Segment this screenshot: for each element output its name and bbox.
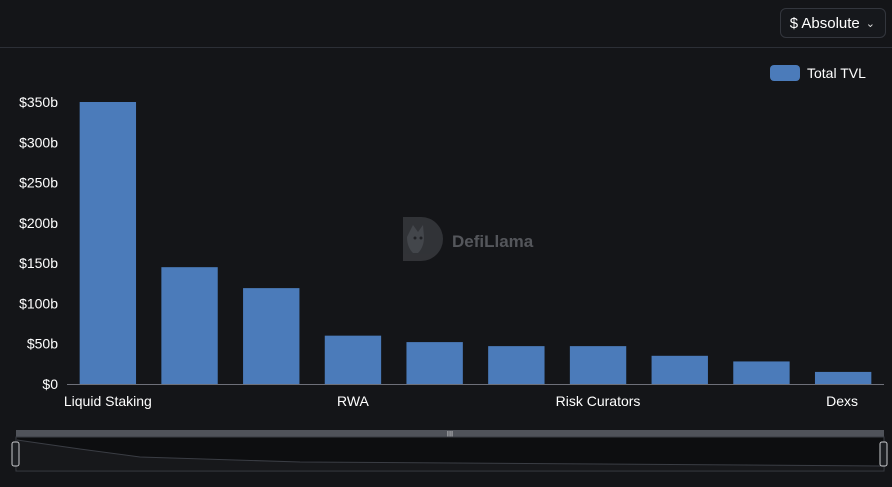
zoom-slider-preview — [17, 440, 883, 470]
y-tick-label: $250b — [19, 175, 58, 191]
zoom-slider-grip-icon: ||| — [447, 430, 453, 439]
zoom-slider-left-handle[interactable] — [11, 441, 20, 467]
bar[interactable] — [814, 371, 872, 384]
y-tick-label: $200b — [19, 215, 58, 231]
bar[interactable] — [733, 361, 790, 384]
legend[interactable]: Total TVL — [770, 65, 866, 81]
zoom-slider-right-handle[interactable] — [879, 441, 888, 467]
zoom-slider-bar[interactable] — [16, 430, 884, 437]
bar[interactable] — [651, 355, 708, 384]
value-mode-dropdown[interactable]: $ Absolute ⌄ — [779, 8, 886, 38]
bar[interactable] — [161, 267, 218, 384]
legend-swatch-total-tvl — [770, 65, 800, 81]
y-tick-label: $50b — [27, 336, 58, 352]
bar[interactable] — [406, 342, 463, 384]
bar[interactable] — [79, 102, 137, 384]
x-tick-label: Liquid Staking — [64, 393, 152, 409]
y-tick-label: $300b — [19, 134, 58, 150]
tvl-bar-chart: DefiLlama Total TVL $0 $50b $100b $150b $200… — [11, 65, 888, 472]
zoom-slider[interactable]: ||| — [11, 430, 888, 472]
legend-label-total-tvl: Total TVL — [807, 65, 866, 81]
x-axis: Liquid Staking RWA Risk Curators Dexs — [64, 393, 858, 409]
watermark-text: DefiLlama — [452, 232, 534, 251]
y-tick-label: $350b — [19, 94, 58, 110]
chevron-down-icon: ⌄ — [865, 17, 875, 30]
bar[interactable] — [569, 346, 627, 384]
defillama-logo-icon — [403, 217, 443, 261]
bar[interactable] — [243, 288, 300, 384]
watermark: DefiLlama — [403, 217, 534, 261]
bar[interactable] — [324, 335, 382, 384]
zoom-slider-preview-line — [16, 439, 884, 467]
x-tick-label: Risk Curators — [556, 393, 641, 409]
top-toolbar: $ Absolute ⌄ — [0, 0, 892, 48]
y-tick-label: $100b — [19, 295, 58, 311]
x-tick-label: RWA — [337, 393, 370, 409]
bar[interactable] — [488, 346, 545, 384]
bars — [79, 102, 872, 384]
y-tick-label: $150b — [19, 255, 58, 271]
value-mode-label: $ Absolute — [789, 14, 860, 32]
x-tick-label: Dexs — [826, 393, 858, 409]
y-axis: $0 $50b $100b $150b $200b $250b $300b $350b — [19, 94, 58, 392]
y-tick-label: $0 — [42, 376, 58, 392]
